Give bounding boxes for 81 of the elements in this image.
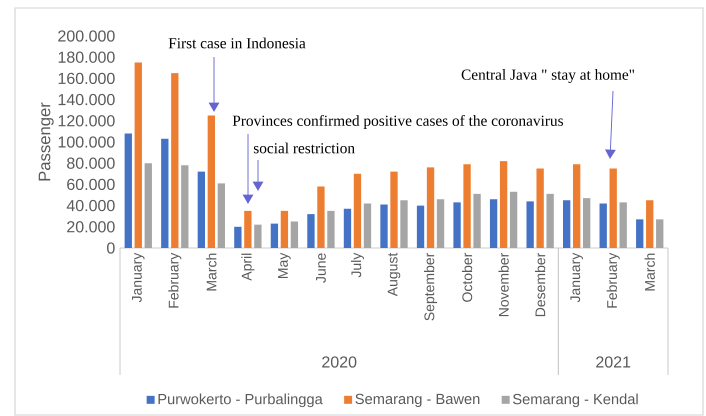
bar <box>380 204 388 248</box>
y-tick-label: 100.000 <box>58 136 115 148</box>
bar <box>144 163 152 248</box>
bar <box>453 202 461 248</box>
annotation: Provinces confirmed positive cases of the coronavirus <box>232 114 564 130</box>
x-tick-label: March <box>206 254 216 290</box>
bar <box>354 174 362 248</box>
annotation: social restriction <box>254 142 355 154</box>
x-tick-label: July <box>350 252 364 278</box>
bar <box>161 138 168 248</box>
bar <box>610 168 617 248</box>
legend-label: Semarang - Bawen <box>355 394 480 407</box>
bar <box>218 183 226 248</box>
bar <box>364 203 372 248</box>
bar <box>181 165 188 248</box>
bar <box>500 161 508 248</box>
bar <box>636 219 644 248</box>
bar <box>426 167 434 248</box>
bar <box>416 206 424 248</box>
x-tick-label: August <box>388 252 400 296</box>
y-tick-label: 120.000 <box>58 115 115 126</box>
x-tick-label: October <box>462 252 472 302</box>
bar <box>327 210 335 248</box>
bar <box>234 226 242 248</box>
bar <box>400 200 408 248</box>
bar <box>134 62 142 248</box>
bar <box>270 224 278 248</box>
bar <box>646 200 654 248</box>
bar <box>171 73 178 248</box>
y-tick-label: 0 <box>107 242 115 254</box>
bar <box>344 208 352 248</box>
x-tick-label: January <box>132 252 145 302</box>
y-tick-label: 60.000 <box>67 178 115 190</box>
bar <box>490 199 498 248</box>
y-tick-label: 20.000 <box>67 221 115 232</box>
x-tick-label: June <box>316 253 326 283</box>
annotation: Central Java " stay at home" <box>462 69 634 83</box>
bar <box>583 198 590 248</box>
x-tick-label: Desember <box>534 252 546 316</box>
bar <box>536 168 544 248</box>
bar <box>463 164 471 248</box>
x-tick-label: February <box>168 252 182 308</box>
bar <box>307 214 315 248</box>
bar <box>573 164 580 248</box>
x-tick-label: September <box>424 252 438 321</box>
y-tick-label: 80.000 <box>67 158 115 169</box>
bar <box>254 224 262 248</box>
y-tick-label: 140.000 <box>58 94 115 106</box>
bar <box>208 115 216 248</box>
x-tick-label: March <box>644 254 655 290</box>
bar <box>546 194 554 248</box>
y-axis-title: Passenger <box>38 102 54 180</box>
y-tick-label: 40.000 <box>66 200 115 212</box>
bar <box>317 186 325 248</box>
legend-label: Purwokerto - Purbalingga <box>158 394 323 408</box>
y-tick-label: 200.000 <box>58 30 115 42</box>
bar <box>563 200 570 248</box>
bar <box>600 203 607 248</box>
x-tick-label: November <box>498 252 509 316</box>
bar <box>124 134 132 248</box>
x-tick-label: April <box>241 254 254 281</box>
bar <box>656 219 664 248</box>
bar <box>280 210 288 248</box>
bar <box>620 202 627 248</box>
bar <box>526 201 534 248</box>
y-tick-label: 180.000 <box>58 52 115 63</box>
x-tick-label: January <box>570 252 583 302</box>
bar <box>198 172 206 248</box>
text: 2020 <box>322 356 356 368</box>
bar <box>390 172 398 248</box>
bar <box>244 210 252 248</box>
text: 2021 <box>596 356 630 368</box>
legend-label: Semarang - Kendal <box>513 394 638 408</box>
x-tick-label: May <box>278 252 291 278</box>
bar <box>473 194 481 248</box>
y-tick-label: 160.000 <box>58 72 115 84</box>
bar <box>290 221 298 248</box>
bar <box>510 192 518 248</box>
x-tick-label: February <box>606 252 620 308</box>
bar <box>436 199 444 248</box>
annotation: First case in Indonesia <box>168 38 306 48</box>
